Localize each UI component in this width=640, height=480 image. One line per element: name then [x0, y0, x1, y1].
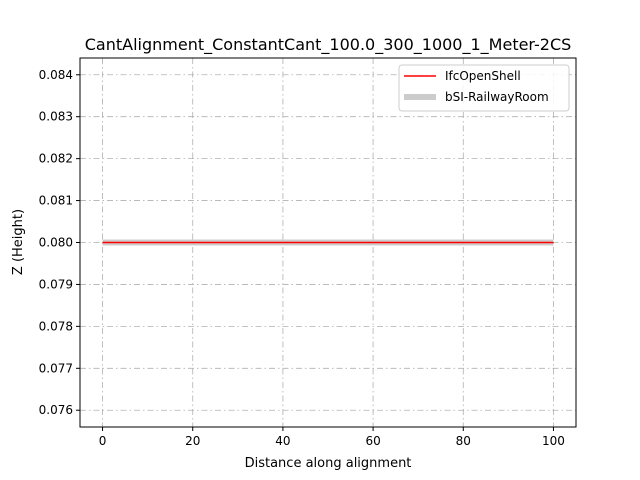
- axis-ticks: 0 20 40 60 80 100 0.076 0.077 0.078 0.079 0.080 0.0…: [39, 68, 565, 448]
- y-tick-label: 0.083: [39, 110, 73, 124]
- x-axis-label: Distance along alignment: [245, 456, 412, 471]
- x-tick-label: 60: [365, 434, 380, 448]
- chart-legend: IfcOpenShell bSI-RailwayRoom: [398, 64, 570, 112]
- legend-box: [398, 64, 570, 112]
- x-tick-label: 0: [99, 434, 107, 448]
- y-tick-label: 0.079: [39, 277, 73, 291]
- y-tick-label: 0.078: [39, 319, 73, 333]
- y-tick-label: 0.080: [39, 236, 73, 250]
- x-tick-label: 100: [542, 434, 565, 448]
- y-tick-label: 0.077: [39, 361, 73, 375]
- legend-label: bSI-RailwayRoom: [445, 90, 549, 104]
- x-tick-label: 20: [185, 434, 200, 448]
- chart-title: CantAlignment_ConstantCant_100.0_300_100…: [85, 35, 572, 55]
- y-tick-label: 0.082: [39, 152, 73, 166]
- y-tick-label: 0.081: [39, 194, 73, 208]
- y-tick-label: 0.076: [39, 403, 73, 417]
- x-tick-label: 40: [275, 434, 290, 448]
- legend-entries: IfcOpenShell bSI-RailwayRoom: [404, 69, 549, 104]
- y-axis-label: Z (Height): [11, 209, 26, 275]
- x-tick-label: 80: [456, 434, 471, 448]
- y-tick-label: 0.084: [39, 68, 73, 82]
- legend-label: IfcOpenShell: [445, 69, 521, 83]
